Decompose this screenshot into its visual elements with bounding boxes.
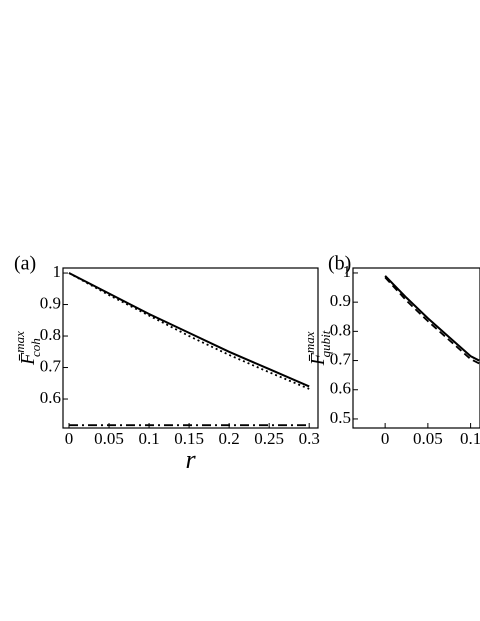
data-line <box>384 275 480 362</box>
data-line <box>68 272 310 390</box>
data-line <box>384 276 480 365</box>
panel-label: (a) <box>14 253 36 275</box>
x-tick-label: 0.2 <box>219 429 240 448</box>
y-tick-label: 0.5 <box>330 408 351 427</box>
x-tick-label: 0.1 <box>138 429 159 448</box>
y-label-sup: max <box>12 331 27 353</box>
x-tick-label: 0.1 <box>460 429 480 448</box>
x-tick-label: 0 <box>65 429 74 448</box>
y-axis-label: F̄maxqubit <box>302 330 333 366</box>
panel-label: (b) <box>328 253 351 275</box>
data-line <box>68 272 310 388</box>
y-axis-label: F̄maxcoh <box>12 331 43 366</box>
y-tick-label: 1 <box>343 262 352 281</box>
x-axis-label: r <box>185 445 196 474</box>
panel: (a) 0 0.05 0.1 0.15 0.2 0.25 0.3 0.6 0.7 0.8 0.9 1 r F… <box>12 253 320 474</box>
y-tick-label: 0.9 <box>40 293 61 312</box>
y-tick-label: 0.6 <box>40 388 61 407</box>
plot-frame <box>62 267 319 429</box>
panel: (b) 0 0.05 0.1 0.5 0.6 0.7 0.8 0.9 1 F̄maxqubit <box>302 253 480 448</box>
y-label-main: F̄ <box>17 352 39 366</box>
y-tick-label: 0.7 <box>330 349 352 368</box>
y-label-sub: coh <box>28 338 43 357</box>
y-label-sub: qubit <box>318 330 333 357</box>
y-tick-label: 0.8 <box>40 325 61 344</box>
x-tick-label: 0.25 <box>254 429 284 448</box>
y-label-sup: max <box>302 331 317 353</box>
x-tick-label: 0 <box>381 429 390 448</box>
x-tick-label: 0.05 <box>94 429 124 448</box>
x-tick-label: 0.3 <box>299 429 320 448</box>
plot-frame <box>352 267 480 429</box>
y-tick-label: 1 <box>53 262 62 281</box>
y-label-main: F̄ <box>307 352 329 366</box>
y-tick-label: 0.9 <box>330 291 351 310</box>
x-tick-label: 0.15 <box>174 429 204 448</box>
y-tick-label: 0.6 <box>330 379 351 398</box>
x-tick-label: 0.05 <box>413 429 443 448</box>
y-tick-label: 0.8 <box>330 320 351 339</box>
y-tick-label: 0.7 <box>40 356 62 375</box>
